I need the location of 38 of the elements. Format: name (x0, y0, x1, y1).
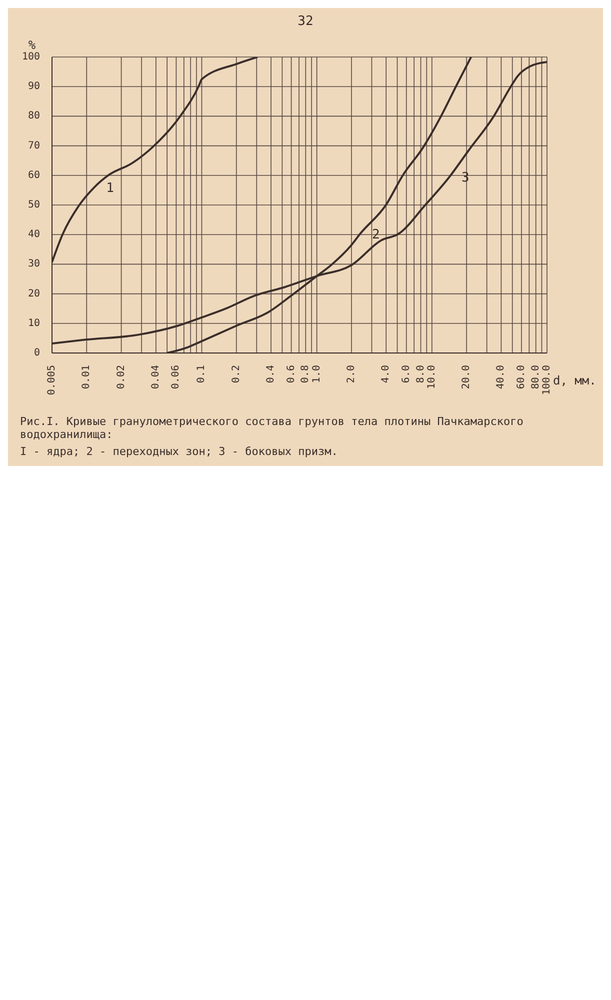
annotation: 1 (106, 181, 114, 196)
x-tick-label: 0.02 (116, 365, 127, 390)
y-tick-label: 90 (28, 81, 40, 92)
y-tick-label: 70 (28, 140, 40, 152)
x-tick-label: 0.04 (150, 365, 162, 390)
y-tick-label: 30 (28, 258, 40, 270)
y-tick-label: 60 (28, 170, 40, 181)
x-tick-label: 0.1 (196, 365, 208, 384)
y-tick-label: 10 (28, 318, 40, 329)
x-tick-label: 0.4 (266, 365, 277, 384)
x-tick-label: 0.8 (300, 365, 312, 384)
x-tick-label: 40.0 (496, 365, 507, 390)
text: I - ядра; 2 - переходных зон; 3 - боковых призм. (19, 444, 339, 460)
x-tick-label: 0.005 (46, 365, 58, 396)
y-tick-label: 0 (34, 348, 40, 358)
text: 32 (296, 14, 314, 29)
x-tick-label: 100.0 (542, 365, 552, 396)
y-axis-title: % (28, 38, 36, 52)
x-tick-label: 0.2 (230, 365, 242, 384)
y-tick-label: 80 (28, 110, 40, 122)
x-tick-label: 2.0 (346, 365, 357, 384)
x-tick-label: 10.0 (426, 365, 438, 390)
text: Рис.I. Кривые гранулометрического состава грунтов тела плотины Пачкамарского водохранилища: (19, 414, 524, 443)
y-tick-label: 40 (28, 229, 40, 240)
x-tick-label: 0.6 (286, 365, 297, 384)
x-axis-title: d, мм. (553, 373, 596, 388)
x-tick-label: 0.01 (81, 365, 92, 390)
x-tick-label: 1.0 (311, 365, 322, 384)
y-tick-label: 100 (22, 52, 40, 62)
x-tick-label: 8.0 (415, 365, 426, 384)
x-tick-label: 80.0 (530, 365, 542, 390)
y-tick-label: 50 (28, 200, 40, 210)
x-tick-label: 0.06 (170, 365, 182, 390)
x-tick-label: 6.0 (400, 365, 412, 384)
x-tick-label: 4.0 (380, 365, 392, 384)
x-tick-label: 20.0 (461, 365, 472, 390)
y-tick-label: 20 (28, 288, 40, 300)
x-tick-label: 60.0 (516, 365, 527, 390)
